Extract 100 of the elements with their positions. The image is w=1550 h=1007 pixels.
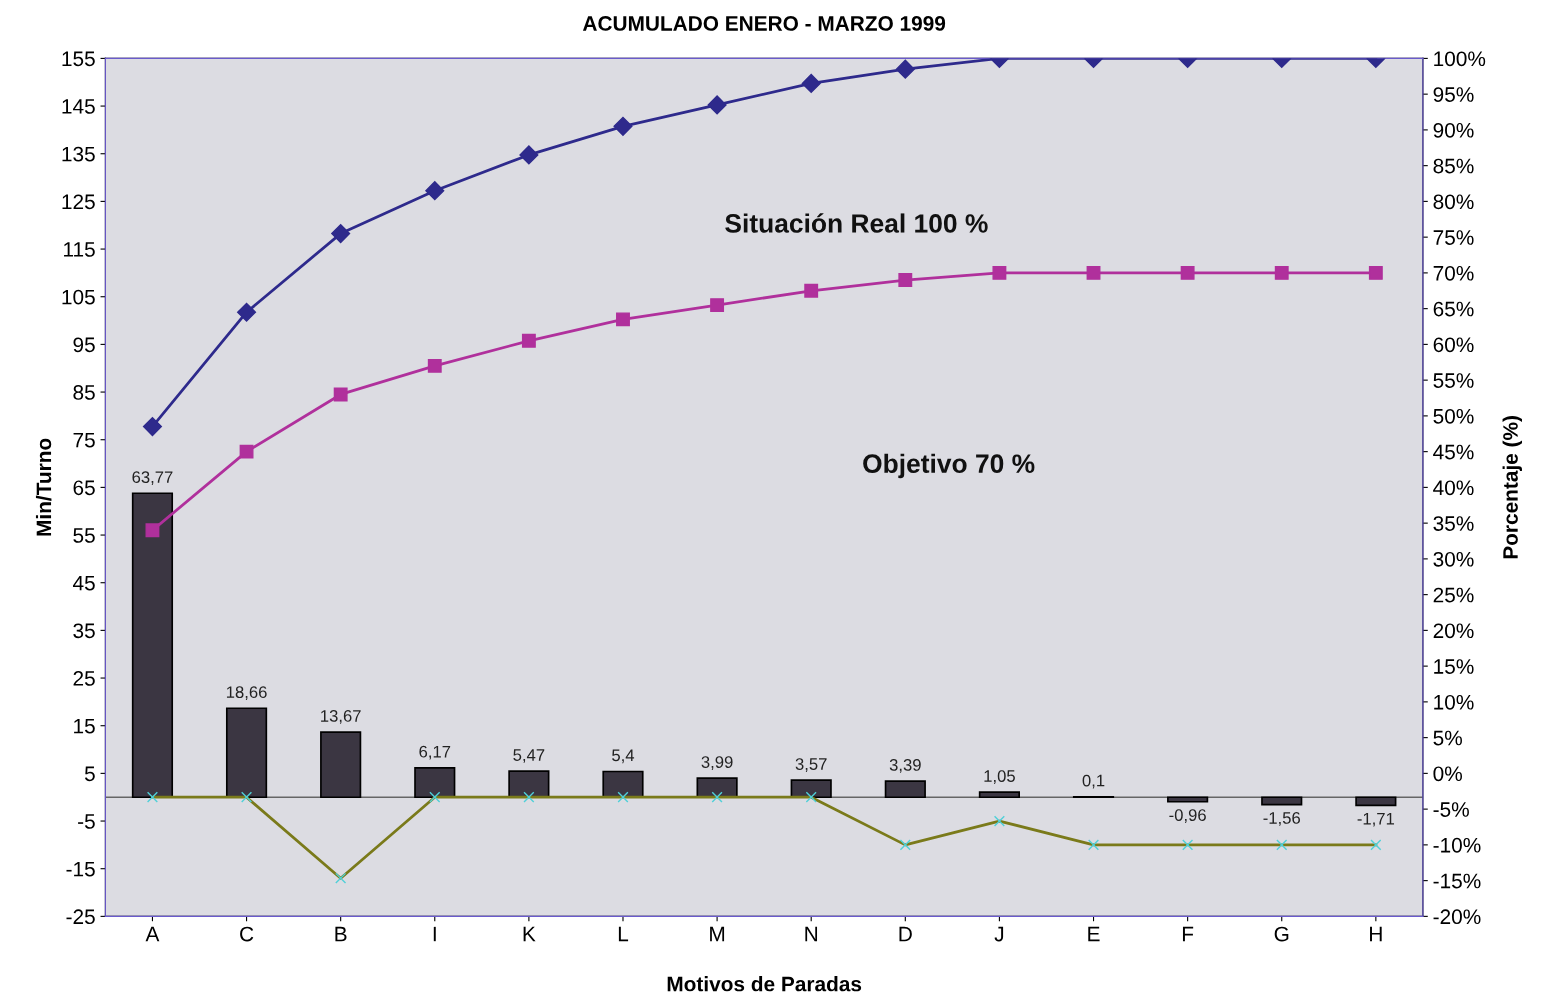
bar (884, 780, 926, 799)
y-tick-label: 115 (64, 242, 95, 257)
data-label: 18,66 (226, 686, 267, 700)
y-tick-label: 85 (73, 385, 95, 400)
y2-tick-label: 0% (1433, 766, 1462, 782)
y2-tick-label: 20% (1433, 623, 1474, 639)
y-tick-label: 145 (62, 99, 95, 114)
point (519, 145, 539, 165)
point (1086, 265, 1101, 280)
data-label: -1,71 (1357, 812, 1395, 827)
data-label: 1,05 (984, 770, 1015, 784)
point (804, 283, 819, 298)
bar (414, 766, 456, 799)
x-tick-label: C (240, 926, 254, 942)
point (1368, 265, 1383, 280)
y-tick-label: 5 (84, 766, 95, 782)
y2-tick-label: 45% (1433, 444, 1474, 460)
bar (790, 779, 832, 799)
y2-tick-label: 85% (1433, 158, 1474, 174)
x-tick-label: D (899, 926, 912, 942)
point (145, 523, 160, 538)
data-label: -0,96 (1169, 809, 1206, 823)
y-tick-label: 125 (62, 194, 95, 210)
bar (1261, 796, 1303, 806)
annotation: Objetivo 70 % (863, 453, 1035, 479)
point (613, 116, 633, 136)
y-tick-label: 15 (74, 718, 95, 734)
bar (1167, 796, 1209, 803)
x-axis-title: Motivos de Paradas (667, 976, 862, 992)
point (710, 298, 725, 313)
y-tick-label: 75 (73, 432, 95, 448)
y-tick-label: 25 (73, 671, 95, 686)
data-label: 6,17 (419, 745, 451, 760)
bar (978, 791, 1021, 799)
y-tick-label: -15 (66, 861, 95, 877)
y2-tick-label: -20% (1433, 909, 1481, 925)
point (427, 358, 442, 373)
x-tick-label: L (618, 926, 629, 942)
y-tick-label: 35 (73, 623, 95, 639)
y-tick-label: -5 (78, 814, 95, 829)
data-label: 5,47 (513, 749, 545, 763)
x-tick-label: N (805, 926, 818, 942)
bar (602, 770, 644, 799)
x-tick-label: M (710, 926, 725, 942)
y-tick-label: 135 (62, 146, 95, 162)
bar (1355, 796, 1397, 807)
x-tick-label: G (1274, 926, 1289, 942)
y2-tick-label: 25% (1433, 587, 1474, 603)
y2-tick-label: 65% (1433, 301, 1474, 317)
y2-tick-label: 5% (1433, 730, 1462, 746)
bar (131, 492, 174, 799)
point (333, 387, 348, 402)
y2-tick-label: 75% (1433, 230, 1474, 245)
y-tick-label: 45 (72, 575, 95, 591)
y-tick-label: -25 (66, 909, 95, 925)
point (616, 312, 630, 327)
y2-tick-label: 60% (1433, 337, 1474, 353)
data-label: 3,57 (795, 758, 827, 772)
y2-tick-label: 50% (1433, 408, 1474, 424)
bar (320, 731, 362, 799)
y2-tick-label: 55% (1433, 373, 1474, 388)
point (239, 444, 254, 459)
point (425, 181, 445, 201)
y2-tick-label: 15% (1434, 659, 1474, 674)
y2-tick-label: 80% (1433, 194, 1474, 210)
y2-tick-label: 10% (1434, 694, 1474, 710)
data-label: -1,56 (1263, 812, 1300, 826)
y2-tick-label: 70% (1433, 265, 1474, 281)
point (1180, 265, 1195, 280)
bar (696, 777, 738, 799)
x-tick-label: J (994, 926, 1004, 942)
bar (225, 707, 268, 799)
point (801, 73, 821, 93)
point (992, 265, 1007, 280)
chart-title: ACUMULADO ENERO - MARZO 1999 (582, 16, 946, 31)
y-tick-label: 65 (73, 480, 95, 496)
annotation: Situación Real 100 % (725, 213, 988, 233)
y-tick-label: 155 (62, 51, 95, 67)
y2-tick-label: 35% (1433, 516, 1474, 531)
data-label: 5,4 (612, 749, 635, 764)
point (1274, 265, 1289, 280)
point (142, 417, 162, 437)
point (707, 95, 727, 115)
point (898, 273, 913, 287)
x-tick-label: H (1370, 926, 1382, 942)
x-tick-label: I (433, 926, 436, 942)
y-tick-label: 105 (62, 289, 95, 305)
x-tick-label: A (145, 926, 160, 942)
point (331, 224, 351, 244)
y2-tick-label: -5% (1433, 802, 1469, 817)
point (237, 302, 257, 322)
x-tick-label: K (523, 926, 536, 942)
y2-tick-label: 95% (1433, 87, 1474, 102)
x-tick-label: E (1088, 926, 1100, 942)
y-tick-label: 55 (73, 528, 95, 543)
x-tick-label: F (1182, 926, 1194, 942)
y2-tick-label: 40% (1433, 480, 1474, 496)
y2-axis-title: Porcentaje (%) (1502, 416, 1522, 559)
data-label: 63,77 (132, 471, 173, 485)
y-tick-label: 95 (73, 337, 95, 353)
